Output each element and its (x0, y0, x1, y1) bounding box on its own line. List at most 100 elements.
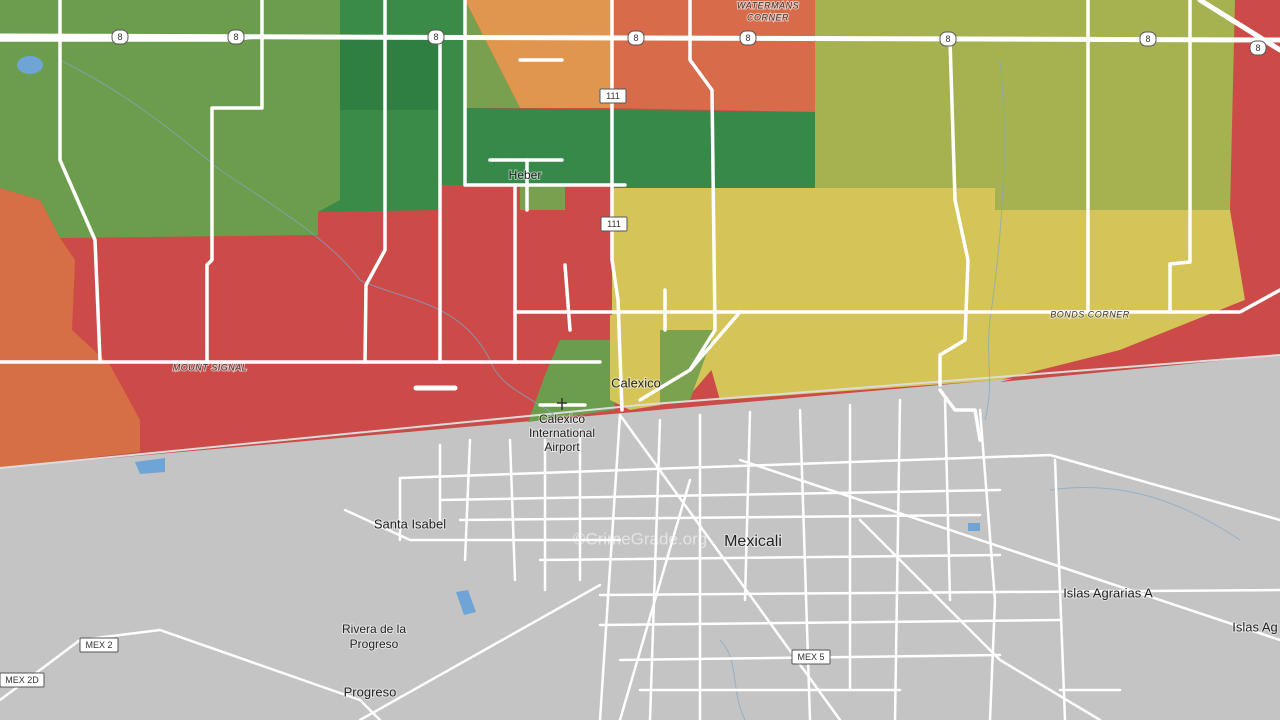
region (340, 40, 440, 110)
shield (1139, 31, 1157, 47)
region (520, 185, 565, 210)
road (618, 478, 692, 720)
shield-label: 8 (117, 32, 122, 42)
shield-label: 8 (1255, 43, 1260, 53)
lake (17, 56, 43, 74)
water (17, 56, 1241, 720)
shield (599, 88, 627, 104)
river (1049, 487, 1241, 541)
roads-us (0, 0, 1280, 442)
shield-label: 8 (945, 34, 950, 44)
place-label: Rivera de la (342, 622, 406, 636)
road (610, 0, 624, 412)
shield (111, 29, 129, 45)
region (612, 0, 815, 112)
shield (939, 31, 957, 47)
place-label: Islas Agrarias A (1063, 585, 1153, 600)
roads-mexico (0, 398, 1280, 720)
road (513, 288, 1280, 314)
shield-label: 8 (233, 32, 238, 42)
lake (135, 458, 165, 474)
shield-label: 8 (433, 32, 438, 42)
shield-label: MEX 2D (5, 675, 39, 685)
road (618, 413, 842, 720)
shield (427, 29, 445, 45)
shield (227, 29, 245, 45)
river (719, 639, 746, 720)
road (743, 410, 752, 602)
road (1197, 0, 1280, 53)
place-label: Mexicali (724, 533, 782, 550)
labels: WATERMANS CORNER Heber MOUNT SIGNAL BOND… (172, 0, 1279, 700)
road (893, 398, 902, 720)
place-label: CORNER (747, 12, 789, 22)
region (465, 0, 520, 108)
shield-label: 8 (745, 33, 750, 43)
road (458, 513, 982, 522)
shields: 8 8 8 8 8 8 8 8 111 111 MEX 2 MEX 2D MEX 5 (0, 29, 1267, 688)
shield (791, 649, 831, 665)
place-label: Progreso (350, 637, 399, 651)
watermark: ©CrimeGrade.org (573, 529, 707, 548)
lake (968, 523, 980, 531)
road (738, 458, 1280, 642)
place-label: Calexico (539, 412, 585, 426)
road (978, 408, 997, 720)
road (1168, 0, 1192, 314)
road (463, 0, 627, 187)
shield (739, 30, 757, 46)
river (59, 59, 561, 421)
shield-label: 111 (607, 219, 621, 229)
place-label: Progreso (344, 684, 397, 699)
region (1230, 0, 1280, 300)
road (563, 263, 572, 332)
road (938, 38, 970, 387)
road (438, 488, 1002, 502)
place-label: BONDS CORNER (1050, 309, 1130, 319)
road (598, 618, 1062, 627)
shield-label: 8 (1145, 34, 1150, 44)
road (0, 628, 382, 720)
place-label: International (529, 426, 595, 440)
road (343, 508, 622, 542)
airport-icon (557, 398, 567, 410)
place-label: WATERMANS (737, 0, 799, 10)
border (0, 354, 1280, 469)
road (508, 438, 517, 582)
region (815, 0, 1235, 210)
road (598, 588, 1280, 597)
road (205, 0, 264, 364)
road (858, 518, 1102, 720)
place-label: Calexico (611, 375, 661, 390)
road (538, 553, 1002, 562)
road (363, 0, 387, 364)
region (1000, 250, 1280, 382)
lake (456, 590, 476, 615)
shield (1249, 40, 1267, 56)
region (0, 0, 340, 238)
shield-label: MEX 2 (85, 640, 112, 650)
river (984, 59, 1005, 421)
road (1053, 458, 1067, 720)
shield-label: 111 (606, 91, 620, 101)
shield-label: 8 (633, 33, 638, 43)
road (938, 388, 982, 442)
road (638, 310, 742, 402)
shield (600, 216, 628, 232)
road (798, 408, 812, 720)
shield (0, 672, 45, 688)
place-label: Islas Ag (1232, 619, 1278, 634)
road (358, 583, 602, 720)
region (465, 108, 815, 188)
shield (79, 637, 119, 653)
road (598, 413, 622, 720)
road (943, 398, 952, 602)
road (688, 0, 717, 372)
place-label: Heber (509, 168, 542, 182)
shield (627, 30, 645, 46)
place-label: Santa Isabel (374, 516, 446, 531)
place-label: Airport (544, 440, 580, 454)
place-label: MOUNT SIGNAL (173, 362, 248, 372)
region (0, 188, 140, 468)
